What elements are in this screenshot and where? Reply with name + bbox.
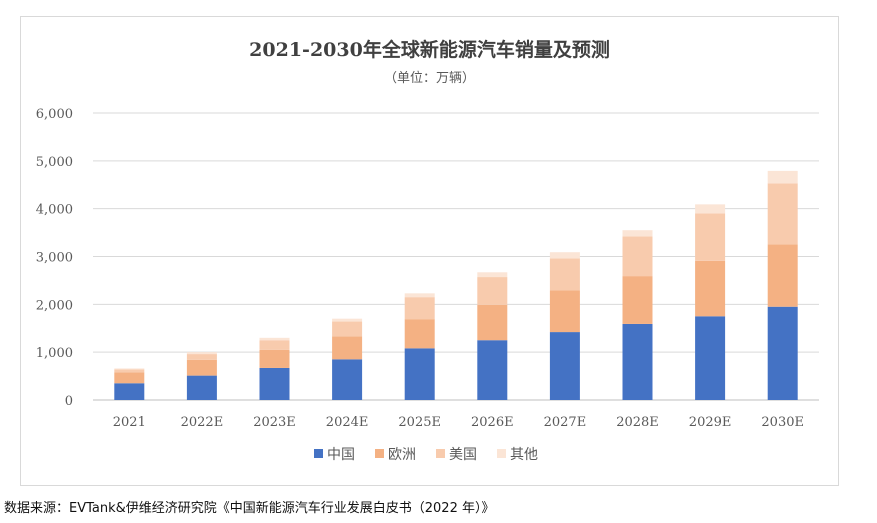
bar-segment [477, 304, 508, 341]
legend-label: 其他 [510, 447, 538, 463]
source-note: 数据来源：EVTank&伊维经济研究院《中国新能源汽车行业发展白皮书（2022 … [4, 501, 495, 516]
bar-segment [549, 332, 580, 400]
bar-segment [186, 359, 217, 376]
bar-segment [114, 368, 145, 370]
bar-segment [186, 375, 217, 400]
bar-segment [622, 236, 653, 277]
bar-segment [695, 204, 726, 214]
x-tick-label: 2028E [616, 415, 659, 430]
x-tick-label: 2022E [181, 415, 224, 430]
bar-segment [186, 354, 217, 360]
bar-segment [259, 340, 290, 350]
y-tick-label: 0 [65, 394, 73, 409]
y-tick-label: 6,000 [36, 107, 73, 122]
x-tick-label: 2026E [471, 415, 514, 430]
legend-swatch [375, 449, 384, 458]
bar-segment [332, 321, 363, 337]
bar-segment [477, 272, 508, 278]
bar-segment [114, 372, 145, 384]
x-tick-label: 2027E [544, 415, 587, 430]
bar-segment [259, 337, 290, 341]
bar-segment [549, 290, 580, 333]
bar-segment [622, 323, 653, 400]
bar-segment [332, 318, 363, 322]
legend-swatch [314, 449, 323, 458]
bar-segment [332, 359, 363, 400]
bar-segment [332, 336, 363, 360]
y-tick-label: 5,000 [36, 155, 73, 170]
y-tick-label: 2,000 [36, 298, 73, 313]
bar-segment [767, 170, 798, 184]
y-tick-label: 4,000 [36, 203, 73, 218]
bar-segment [477, 277, 508, 305]
bar-segment [622, 276, 653, 324]
x-tick-label: 2030E [761, 415, 804, 430]
bar-segment [622, 230, 653, 237]
legend-label: 中国 [327, 447, 355, 463]
x-tick-label: 2024E [326, 415, 369, 430]
legend-swatch [497, 449, 506, 458]
bar-segment [259, 349, 290, 368]
bar-segment [695, 260, 726, 317]
legend-swatch [436, 449, 445, 458]
bar-segment [477, 340, 508, 400]
bar-segment [767, 183, 798, 245]
bar-segment [549, 258, 580, 291]
x-tick-label: 2023E [253, 415, 296, 430]
bar-segment [404, 293, 435, 298]
legend-label: 美国 [449, 447, 477, 463]
bar-segment [695, 316, 726, 400]
bar-segment [767, 244, 798, 307]
chart-title: 2021-2030年全球新能源汽车销量及预测 [249, 39, 610, 61]
bar-segment [259, 367, 290, 400]
bar-segment [767, 306, 798, 400]
bar-chart: 0 1,000 2,000 3,000 4,000 5,000 6,000 2021 2022E… [36, 107, 819, 463]
legend-label: 欧洲 [388, 447, 416, 463]
x-tick-label: 2025E [398, 415, 441, 430]
bar-segment [549, 252, 580, 259]
bar-segment [186, 352, 217, 355]
bar-segment [114, 369, 145, 373]
x-tick-label: 2021 [113, 415, 146, 430]
bar-segment [695, 213, 726, 261]
chart-frame: 2021-2030年全球新能源汽车销量及预测 （单位：万辆） 0 1,000 2,0… [20, 16, 839, 486]
y-tick-label: 3,000 [36, 251, 73, 266]
bar-segment [404, 319, 435, 349]
x-tick-label: 2029E [689, 415, 732, 430]
y-tick-label: 1,000 [36, 346, 73, 361]
bar-segment [404, 297, 435, 320]
chart-subtitle: （单位：万辆） [383, 71, 475, 86]
bar-segment [114, 383, 145, 400]
bar-segment [404, 348, 435, 400]
